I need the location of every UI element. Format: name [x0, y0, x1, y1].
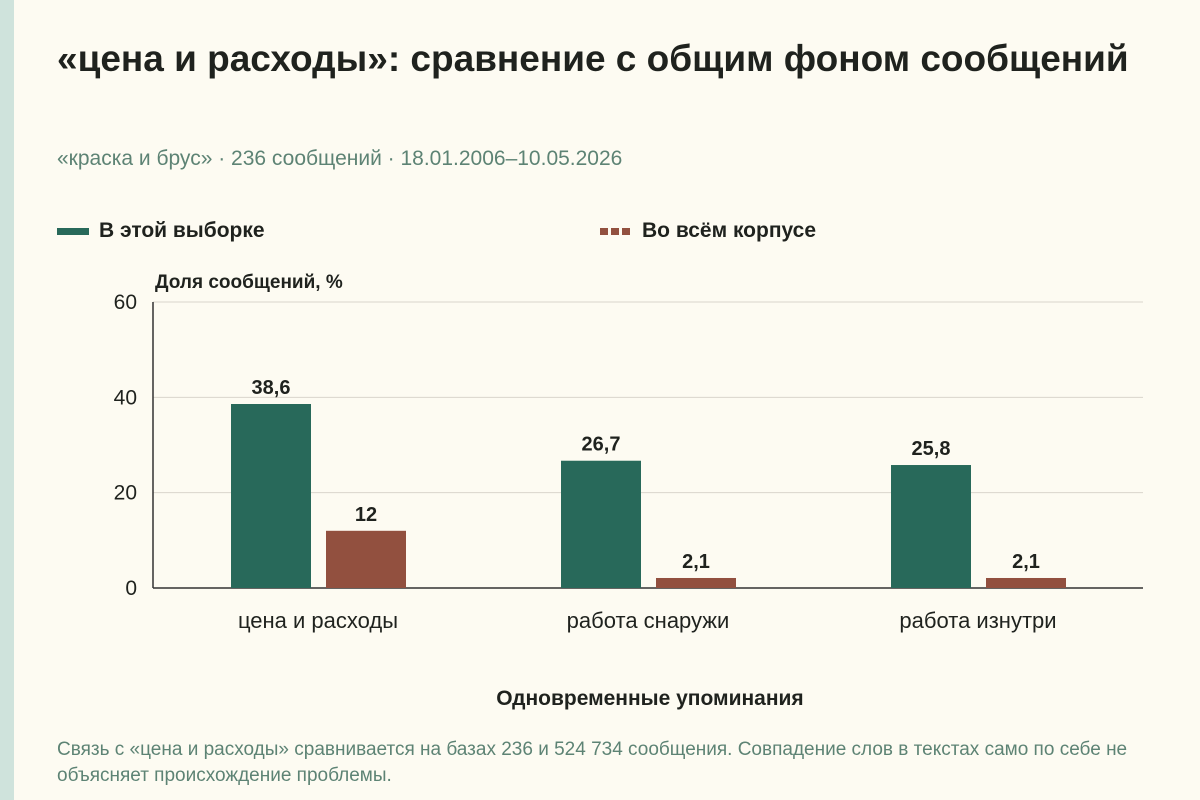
bar-sample [561, 460, 641, 588]
legend-item-corpus: Во всём корпусе [600, 219, 816, 243]
data-label: 38,6 [252, 377, 291, 399]
x-axis-title: Одновременные упоминания [496, 687, 804, 710]
y-tick-label: 20 [114, 482, 137, 505]
y-tick-label: 60 [114, 291, 137, 314]
bar-sample [231, 404, 311, 588]
chart-title: «цена и расходы»: сравнение с общим фоно… [57, 38, 1129, 79]
bar-sample [891, 465, 971, 588]
bar-corpus [326, 530, 406, 588]
x-tick-label: работа изнутри [899, 608, 1056, 633]
legend-item-sample: В этой выборке [57, 219, 265, 243]
data-label: 25,8 [912, 438, 951, 460]
legend-swatch-solid [57, 227, 89, 235]
x-tick-label: работа снаружи [567, 608, 730, 633]
bar-corpus [656, 577, 736, 588]
data-label: 12 [355, 504, 377, 526]
y-axis-label: Доля сообщений, % [155, 272, 343, 293]
chart-subtitle: «краска и брус» · 236 сообщений · 18.01.… [57, 147, 623, 170]
y-tick-label: 40 [114, 386, 137, 409]
bar-corpus [986, 577, 1066, 588]
legend-swatch-dashed [600, 227, 632, 235]
x-tick-label: цена и расходы [238, 608, 398, 633]
y-tick-label: 0 [125, 577, 137, 600]
left-accent-strip [0, 0, 14, 800]
data-label: 2,1 [1012, 551, 1040, 573]
legend-label-corpus: Во всём корпусе [642, 219, 817, 242]
data-label: 2,1 [682, 551, 710, 573]
data-label: 26,7 [582, 434, 621, 456]
footnote: Связь с «цена и расходы» сравнивается на… [57, 739, 1128, 786]
legend-label-sample: В этой выборке [99, 219, 265, 242]
